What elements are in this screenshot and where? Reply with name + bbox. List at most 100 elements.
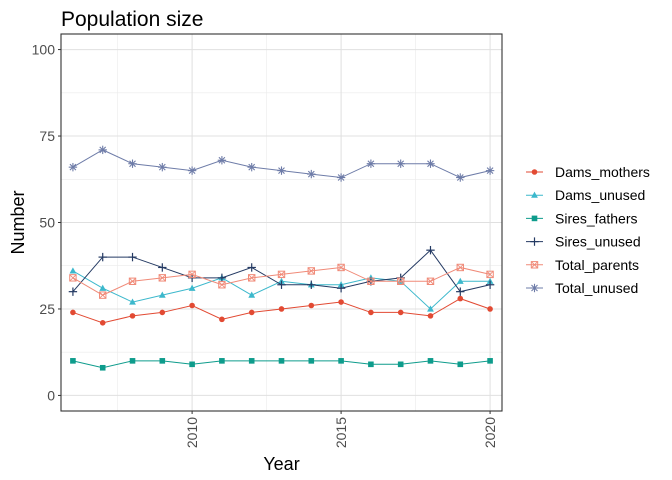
marker-stroke xyxy=(69,163,77,171)
legend-item-total-unused: Total_unused xyxy=(526,280,638,296)
data-point-sires-fathers xyxy=(457,361,464,368)
marker-stroke xyxy=(277,270,286,278)
marker-stroke xyxy=(218,156,226,164)
data-point-sires-fathers xyxy=(219,358,225,364)
marker-stroke xyxy=(188,167,196,175)
series-line-dams-unused xyxy=(72,270,491,310)
data-point-total-parents xyxy=(367,277,375,285)
data-point-dams-mothers xyxy=(278,306,285,312)
marker-stroke xyxy=(397,160,405,168)
marker-stroke xyxy=(367,160,375,168)
data-point-total-unused xyxy=(68,162,78,172)
data-point-dams-unused xyxy=(99,284,107,291)
data-point-sires-unused xyxy=(158,263,167,272)
legend-key-marker xyxy=(530,237,539,246)
series-dams-mothers xyxy=(70,295,493,326)
marker-stroke xyxy=(426,277,435,285)
data-point-sires-fathers xyxy=(338,358,344,364)
x-tick-label: 2020 xyxy=(482,417,498,448)
data-point-sires-unused xyxy=(485,280,495,289)
legend-item-sires-unused: Sires_unused xyxy=(526,234,641,250)
legend-label: Total_unused xyxy=(555,280,638,296)
data-point-total-parents xyxy=(218,281,226,289)
data-point-dams-unused xyxy=(188,284,196,291)
data-point-total-parents xyxy=(99,291,107,299)
data-point-total-unused xyxy=(366,159,376,168)
data-point-total-unused xyxy=(98,145,107,155)
marker-stroke xyxy=(337,174,345,181)
data-point-total-parents xyxy=(158,274,167,282)
marker-stroke xyxy=(99,146,107,154)
data-point-dams-unused xyxy=(248,291,256,298)
data-point-sires-fathers xyxy=(487,358,493,364)
data-point-dams-mothers xyxy=(427,313,434,319)
data-point-dams-mothers xyxy=(397,309,404,316)
legend-item-dams-unused: Dams_unused xyxy=(526,187,645,203)
marker-stroke xyxy=(69,274,77,282)
marker-stroke xyxy=(396,277,405,285)
legend-item-dams-mothers: Dams_mothers xyxy=(526,164,650,180)
data-point-total-unused xyxy=(456,173,465,182)
y-tick-label: 0 xyxy=(47,387,55,403)
data-point-sires-unused xyxy=(68,287,78,296)
data-point-sires-fathers xyxy=(427,358,434,364)
marker-stroke xyxy=(367,277,375,285)
marker-stroke xyxy=(486,167,494,175)
data-point-total-unused xyxy=(336,173,346,182)
marker-stroke xyxy=(99,291,107,299)
series-layer xyxy=(68,145,495,371)
data-point-dams-unused xyxy=(427,305,434,312)
data-point-total-unused xyxy=(128,159,137,168)
data-point-sires-fathers xyxy=(129,358,136,364)
data-point-sires-fathers xyxy=(99,364,106,371)
data-point-total-unused xyxy=(426,159,435,168)
data-point-sires-fathers xyxy=(70,358,76,364)
data-point-total-parents xyxy=(307,267,315,275)
marker-stroke xyxy=(188,270,196,278)
x-tick-label: 2015 xyxy=(333,417,349,448)
data-point-total-parents xyxy=(396,277,405,285)
x-axis-title: Year xyxy=(263,454,299,474)
legend-key-marker xyxy=(531,215,538,222)
data-point-total-unused xyxy=(277,166,286,175)
legend-label: Dams_mothers xyxy=(555,164,650,180)
marker-stroke xyxy=(427,160,434,168)
data-point-sires-fathers xyxy=(159,358,166,364)
data-point-total-unused xyxy=(307,169,316,179)
legend-key-marker xyxy=(530,283,539,293)
marker-stroke xyxy=(307,170,315,178)
data-point-total-parents xyxy=(277,270,286,279)
axes: 0 25 50 75 100 2010 2015 2020 xyxy=(32,42,498,449)
marker-stroke xyxy=(337,263,345,272)
y-tick-label: 50 xyxy=(39,215,55,231)
data-point-dams-mothers xyxy=(159,309,166,316)
marker-stroke xyxy=(426,277,435,285)
marker-stroke xyxy=(99,291,107,299)
legend-label: Sires_fathers xyxy=(555,210,637,226)
data-point-sires-unused xyxy=(217,273,227,283)
marker-stroke xyxy=(69,274,77,282)
marker-stroke xyxy=(530,261,539,269)
data-point-sires-unused xyxy=(247,263,256,272)
grid xyxy=(61,34,502,411)
marker-stroke xyxy=(248,274,256,282)
legend-key-marker xyxy=(531,191,538,198)
data-point-dams-mothers xyxy=(457,295,464,302)
data-point-sires-fathers xyxy=(308,358,315,364)
data-point-sires-fathers xyxy=(368,361,374,368)
y-tick-label: 25 xyxy=(39,301,55,317)
data-point-total-parents xyxy=(248,274,256,282)
marker-stroke xyxy=(456,263,464,271)
data-point-sires-unused xyxy=(426,245,435,255)
marker-stroke xyxy=(129,160,136,168)
marker-stroke xyxy=(218,281,226,289)
data-point-total-unused xyxy=(158,162,167,172)
marker-stroke xyxy=(530,261,539,269)
series-total-unused xyxy=(68,145,495,182)
marker-stroke xyxy=(367,277,375,285)
marker-stroke xyxy=(248,163,256,171)
data-point-dams-mothers xyxy=(308,302,315,309)
data-point-total-parents xyxy=(486,270,494,279)
